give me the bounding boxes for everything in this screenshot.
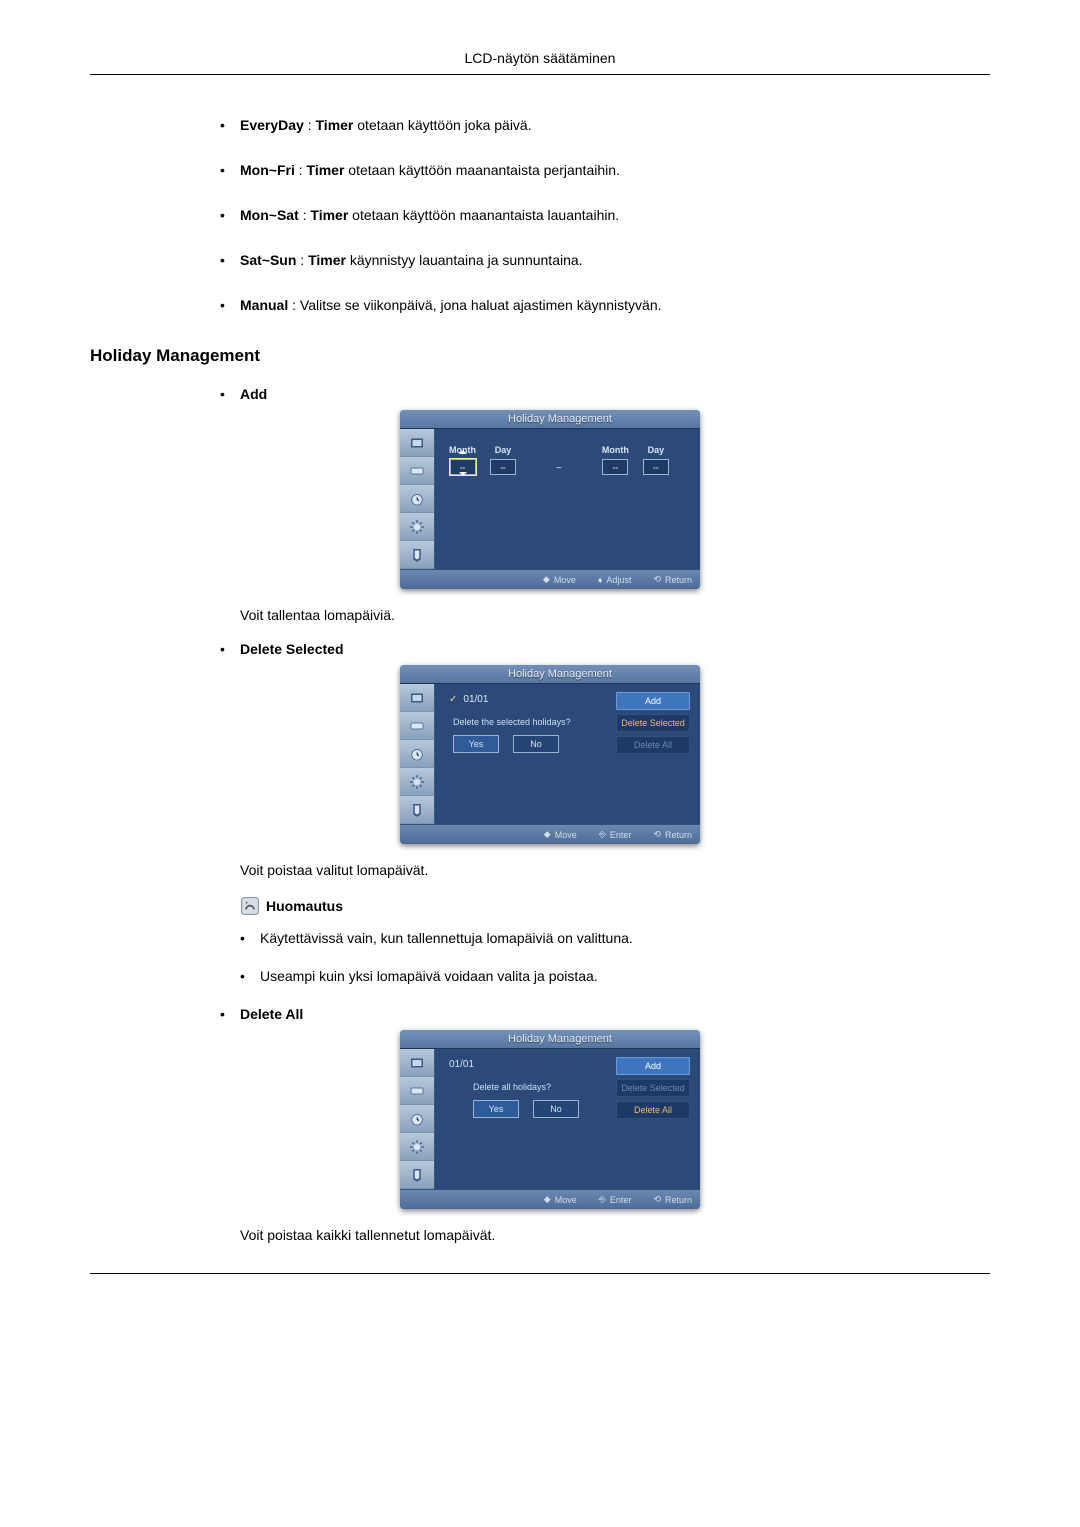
- delete-all-desc: Voit poistaa kaikki tallennetut lomapäiv…: [240, 1227, 990, 1243]
- timer-prefix: Timer: [308, 252, 346, 268]
- add-item: Add Holiday Management: [220, 386, 990, 623]
- note-row: Huomautus: [240, 896, 990, 916]
- note-item: Käytettävissä vain, kun tallennettuja lo…: [240, 930, 990, 946]
- footer-move: ◆ Move: [544, 1194, 577, 1205]
- sidebar-picture-icon[interactable]: [400, 1049, 434, 1077]
- osd-right-menu: Add Delete Selected Delete All: [616, 1057, 690, 1119]
- timer-option: Sat~Sun : Timer käynnistyy lauantaina ja…: [220, 250, 990, 271]
- menu-delete-selected[interactable]: Delete Selected: [616, 714, 690, 732]
- sidebar-settings-icon[interactable]: [400, 768, 434, 796]
- add-label: Add: [240, 386, 267, 402]
- timer-desc: käynnistyy lauantaina ja sunnuntaina.: [346, 252, 583, 268]
- timer-name: Mon~Sat: [240, 207, 299, 223]
- timer-prefix: Timer: [310, 207, 348, 223]
- footer-adjust: ♦ Adjust: [598, 574, 632, 585]
- timer-name: EveryDay: [240, 117, 304, 133]
- delete-all-screenshot: Holiday Management 01/01: [400, 1030, 990, 1209]
- timer-option: EveryDay : Timer otetaan käyttöön joka p…: [220, 115, 990, 136]
- holiday-date: 01/01: [449, 1059, 474, 1070]
- footer-return: ⟲ Return: [653, 829, 692, 840]
- menu-delete-all[interactable]: Delete All: [616, 736, 690, 754]
- sidebar-timer-icon[interactable]: [400, 740, 434, 768]
- footer-rule: [90, 1273, 990, 1274]
- day-label: Day: [495, 445, 512, 455]
- note-icon: [240, 896, 260, 916]
- check-icon: ✓: [449, 694, 457, 705]
- osd-title: Holiday Management: [400, 1030, 700, 1049]
- timer-desc: Valitse se viikonpäivä, jona haluat ajas…: [300, 297, 662, 313]
- osd-sidebar: [400, 429, 435, 569]
- footer-enter: ⎆ Enter: [599, 1194, 632, 1205]
- day-label-2: Day: [648, 445, 665, 455]
- month-input-2[interactable]: --: [602, 459, 628, 475]
- add-desc: Voit tallentaa lomapäiviä.: [240, 607, 990, 623]
- timer-desc: otetaan käyttöön joka päivä.: [353, 117, 531, 133]
- no-button[interactable]: No: [533, 1100, 579, 1118]
- delete-selected-item: Delete Selected Holiday Management: [220, 641, 990, 984]
- note-list: Käytettävissä vain, kun tallennettuja lo…: [240, 930, 990, 984]
- menu-delete-all[interactable]: Delete All: [616, 1101, 690, 1119]
- osd-right-menu: Add Delete Selected Delete All: [616, 692, 690, 754]
- timer-name: Mon~Fri: [240, 162, 295, 178]
- sidebar-input-icon[interactable]: [400, 1077, 434, 1105]
- no-button[interactable]: No: [513, 735, 559, 753]
- timer-prefix: Timer: [316, 117, 354, 133]
- timer-options-list: EveryDay : Timer otetaan käyttöön joka p…: [220, 115, 990, 316]
- sidebar-picture-icon[interactable]: [400, 429, 434, 457]
- sidebar-input-icon[interactable]: [400, 457, 434, 485]
- osd-sidebar: [400, 684, 435, 824]
- osd-title: Holiday Management: [400, 665, 700, 684]
- page-header: LCD-näytön säätäminen: [90, 50, 990, 75]
- timer-prefix: Timer: [307, 162, 345, 178]
- sidebar-picture-icon[interactable]: [400, 684, 434, 712]
- delete-selected-desc: Voit poistaa valitut lomapäivät.: [240, 862, 990, 878]
- timer-desc: otetaan käyttöön maanantaista lauantaihi…: [348, 207, 619, 223]
- osd-footer: ◆ Move ⎆ Enter ⟲ Return: [400, 1189, 700, 1209]
- delete-selected-screenshot: Holiday Management ✓ 01/01: [400, 665, 990, 844]
- month-input-1[interactable]: --: [450, 459, 476, 475]
- menu-delete-selected[interactable]: Delete Selected: [616, 1079, 690, 1097]
- holiday-management-heading: Holiday Management: [90, 346, 990, 366]
- osd-sidebar: [400, 1049, 435, 1189]
- note-label: Huomautus: [266, 898, 343, 914]
- timer-option: Manual : Valitse se viikonpäivä, jona ha…: [220, 295, 990, 316]
- timer-name: Manual: [240, 297, 288, 313]
- footer-move: ◆ Move: [544, 829, 577, 840]
- footer-return: ⟲ Return: [653, 574, 692, 585]
- delete-selected-label: Delete Selected: [240, 641, 344, 657]
- sidebar-input-icon[interactable]: [400, 712, 434, 740]
- sidebar-settings-icon[interactable]: [400, 513, 434, 541]
- day-input-2[interactable]: --: [643, 459, 669, 475]
- note-item: Useampi kuin yksi lomapäivä voidaan vali…: [240, 968, 990, 984]
- menu-add[interactable]: Add: [616, 1057, 690, 1075]
- timer-option: Mon~Fri : Timer otetaan käyttöön maanant…: [220, 160, 990, 181]
- sidebar-timer-icon[interactable]: [400, 1105, 434, 1133]
- day-input-1[interactable]: --: [490, 459, 516, 475]
- delete-all-label: Delete All: [240, 1006, 303, 1022]
- holiday-date: 01/01: [463, 694, 488, 705]
- yes-button[interactable]: Yes: [453, 735, 499, 753]
- delete-all-item: Delete All Holiday Management: [220, 1006, 990, 1243]
- month-label-2: Month: [602, 445, 629, 455]
- osd-footer: ◆ Move ♦ Adjust ⟲ Return: [400, 569, 700, 589]
- osd-footer: ◆ Move ⎆ Enter ⟲ Return: [400, 824, 700, 844]
- footer-move: ◆ Move: [543, 574, 576, 585]
- sidebar-settings-icon[interactable]: [400, 1133, 434, 1161]
- sidebar-info-icon[interactable]: [400, 541, 434, 569]
- month-label: Month: [449, 445, 476, 455]
- add-screenshot: Holiday Management: [400, 410, 990, 589]
- timer-desc: otetaan käyttöön maanantaista perjantaih…: [344, 162, 620, 178]
- menu-add[interactable]: Add: [616, 692, 690, 710]
- timer-option: Mon~Sat : Timer otetaan käyttöön maanant…: [220, 205, 990, 226]
- footer-return: ⟲ Return: [653, 1194, 692, 1205]
- osd-title: Holiday Management: [400, 410, 700, 429]
- yes-button[interactable]: Yes: [473, 1100, 519, 1118]
- tilde: ~: [556, 463, 562, 474]
- footer-enter: ⎆ Enter: [599, 829, 632, 840]
- sidebar-info-icon[interactable]: [400, 796, 434, 824]
- sidebar-info-icon[interactable]: [400, 1161, 434, 1189]
- timer-name: Sat~Sun: [240, 252, 296, 268]
- sidebar-timer-icon[interactable]: [400, 485, 434, 513]
